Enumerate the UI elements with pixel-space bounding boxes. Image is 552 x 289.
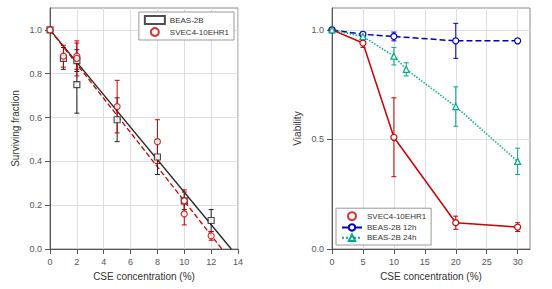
svg-text:BEAS-2B 24h: BEAS-2B 24h xyxy=(367,233,416,242)
svg-text:CSE concentration (%): CSE concentration (%) xyxy=(380,271,482,282)
svg-text:0: 0 xyxy=(329,257,334,267)
svg-text:BEAS-2B: BEAS-2B xyxy=(170,16,204,25)
svg-text:2: 2 xyxy=(74,257,79,267)
svg-text:14: 14 xyxy=(233,257,243,267)
svg-text:Viability: Viability xyxy=(292,111,303,145)
svg-text:10: 10 xyxy=(389,257,399,267)
svg-text:20: 20 xyxy=(451,257,461,267)
svg-text:0.6: 0.6 xyxy=(29,113,42,123)
svg-text:1.0: 1.0 xyxy=(29,25,42,35)
svg-text:0.2: 0.2 xyxy=(29,200,42,210)
svg-text:CSE concentration (%): CSE concentration (%) xyxy=(93,271,195,282)
svg-text:SVEC4-10EHR1: SVEC4-10EHR1 xyxy=(367,212,427,221)
svg-text:0.4: 0.4 xyxy=(29,156,42,166)
svg-text:5: 5 xyxy=(360,257,365,267)
svg-text:BEAS-2B 12h: BEAS-2B 12h xyxy=(367,223,416,232)
svg-text:30: 30 xyxy=(513,257,523,267)
svg-text:15: 15 xyxy=(420,257,430,267)
svg-text:0.5: 0.5 xyxy=(311,134,324,144)
svg-text:0: 0 xyxy=(47,257,52,267)
svg-text:Surviving fraction: Surviving fraction xyxy=(10,90,21,167)
svg-text:6: 6 xyxy=(128,257,133,267)
svg-text:SVEC4-10EHR1: SVEC4-10EHR1 xyxy=(170,28,230,37)
svg-text:4: 4 xyxy=(101,257,106,267)
svg-text:1.0: 1.0 xyxy=(311,25,324,35)
svg-text:12: 12 xyxy=(206,257,216,267)
svg-text:8: 8 xyxy=(155,257,160,267)
svg-text:0.0: 0.0 xyxy=(29,244,42,254)
svg-text:0.8: 0.8 xyxy=(29,69,42,79)
svg-text:0.0: 0.0 xyxy=(311,244,324,254)
svg-text:10: 10 xyxy=(179,257,189,267)
svg-text:25: 25 xyxy=(482,257,492,267)
